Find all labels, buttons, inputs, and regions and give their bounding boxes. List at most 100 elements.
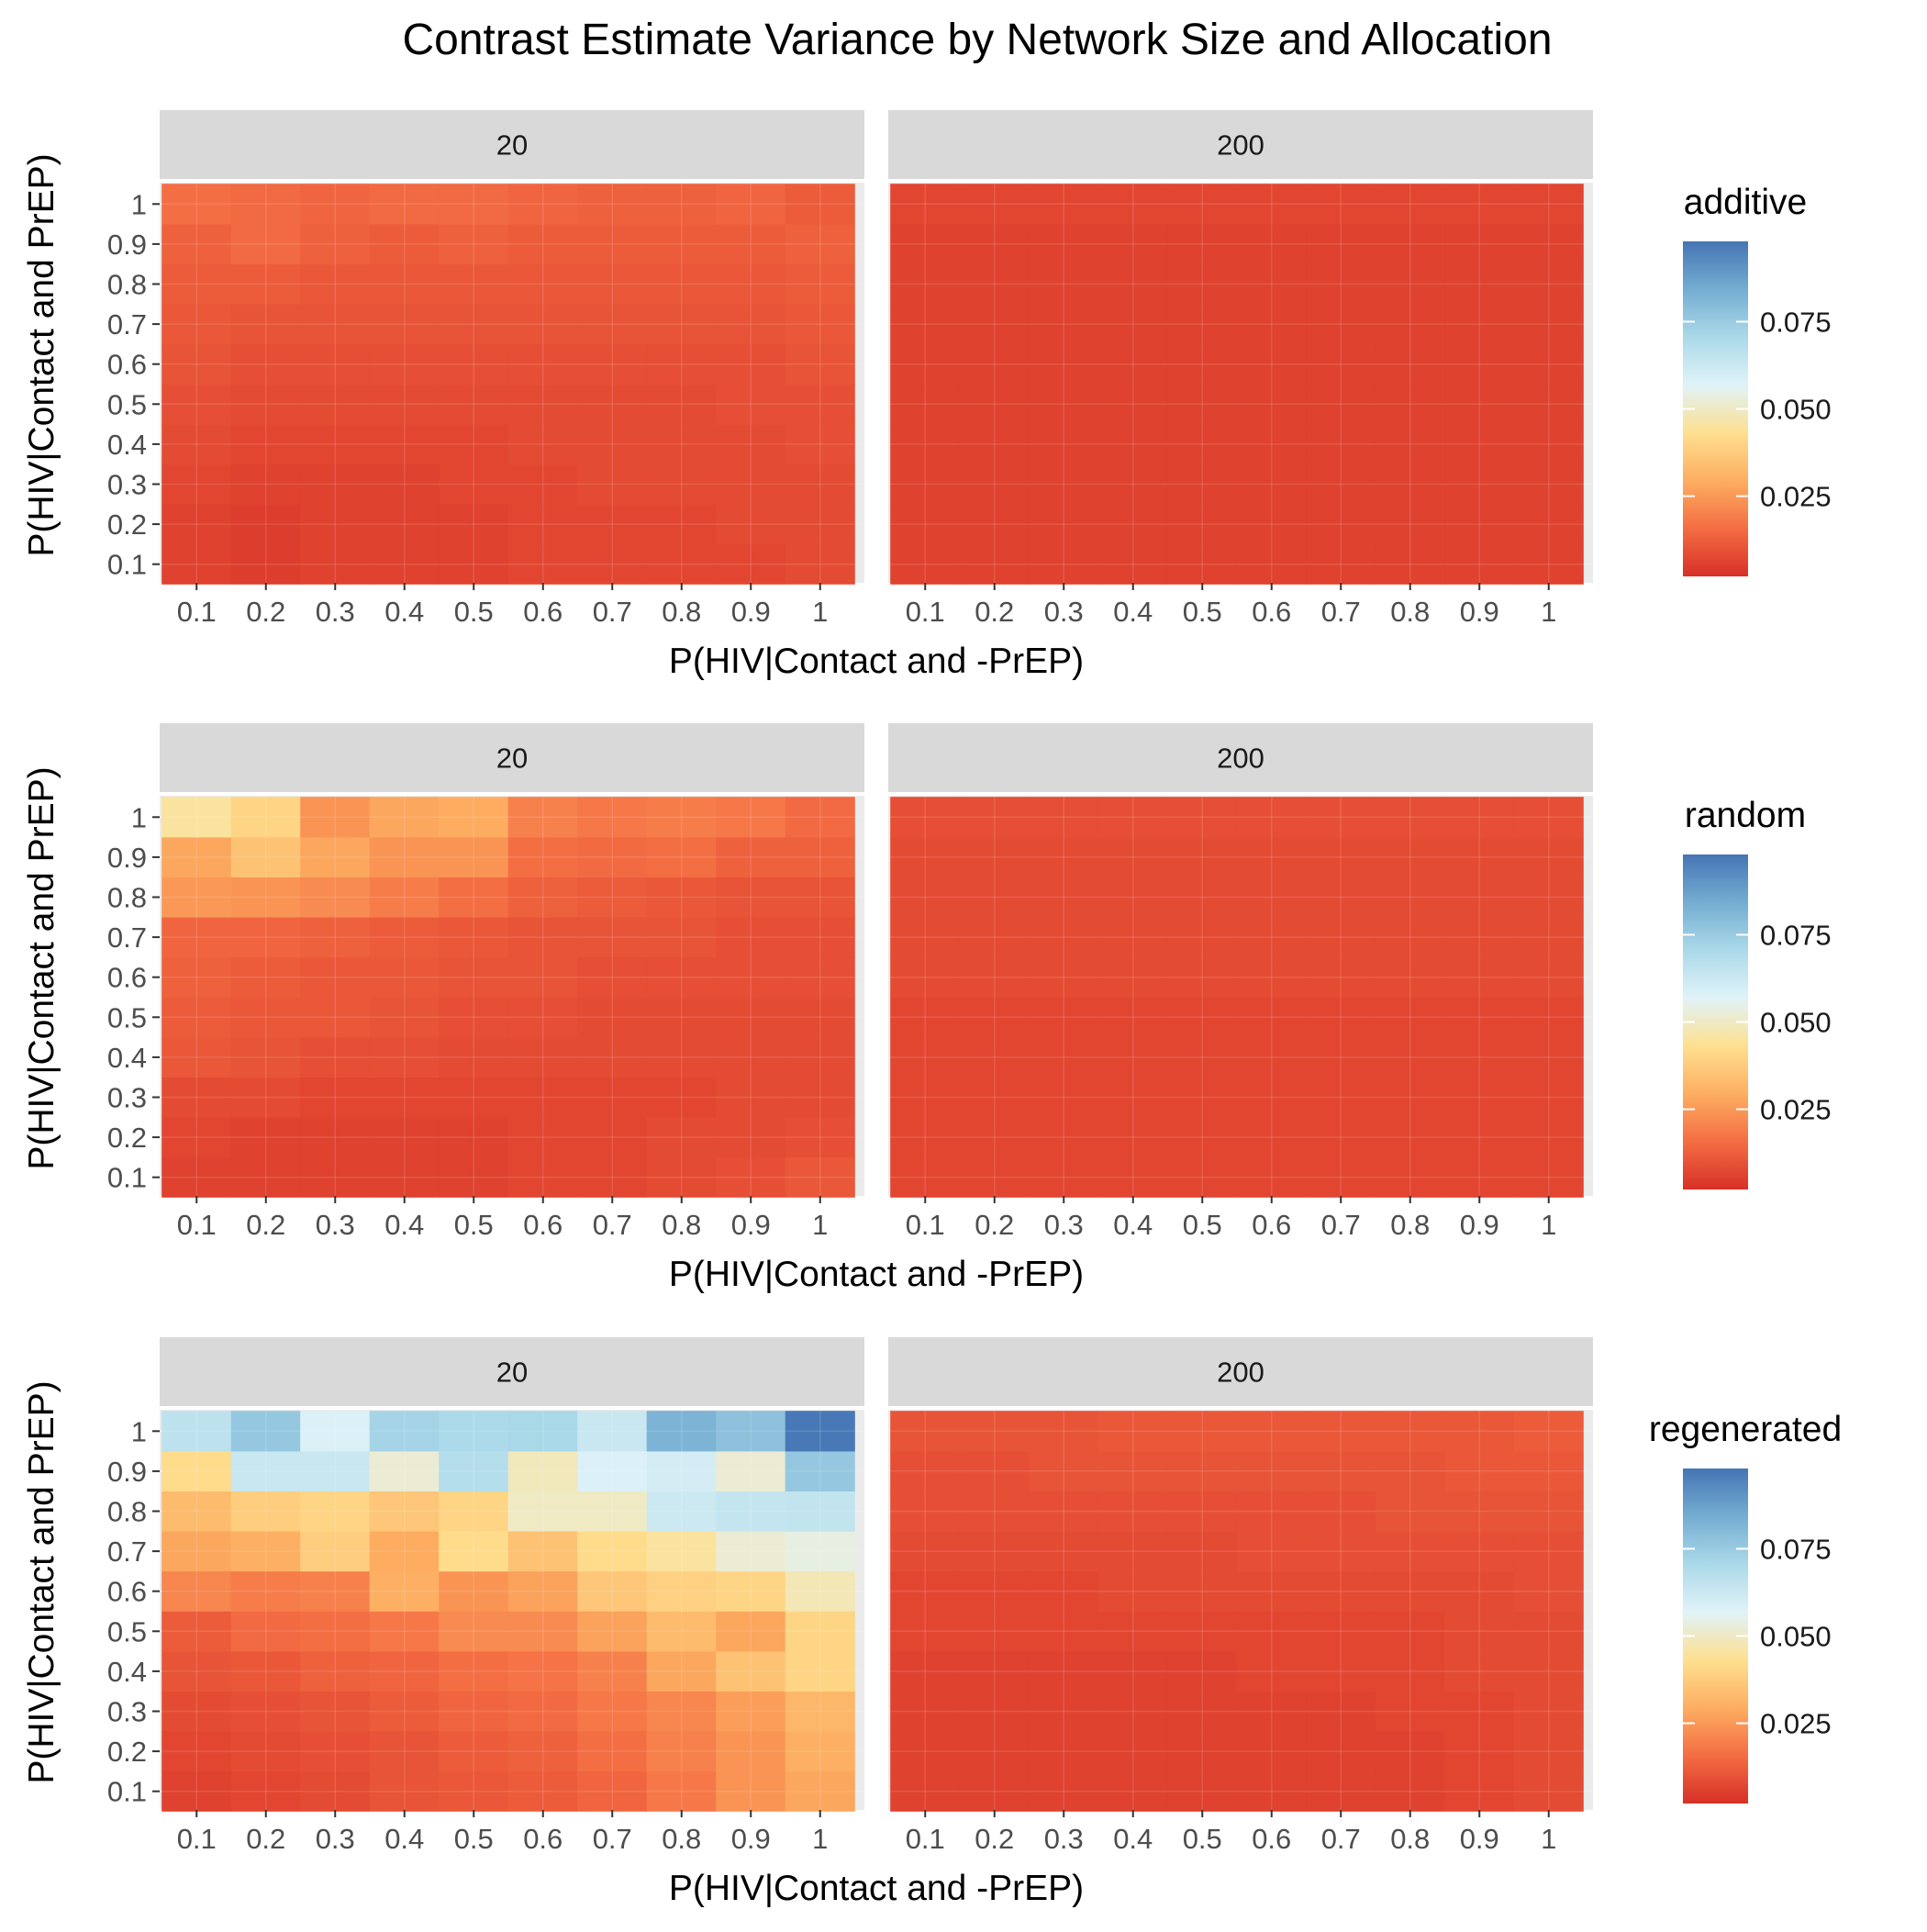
legend-tick-label: 0.025 [1760,1094,1832,1126]
chart-title: Contrast Estimate Variance by Network Si… [402,16,1552,64]
heatmap-cell [1513,1611,1584,1652]
legend-tick-label: 0.025 [1760,481,1832,513]
heatmap-cell [300,1650,371,1692]
heatmap-cell [507,1611,578,1652]
heatmap-cell [1513,1770,1584,1812]
panel-random-20: 200.1 0.2 0.3 0.4 0.5 0.6 0.7 0.8 0.9 10.10.20.30… [107,723,864,1241]
heatmap-cell [1513,384,1584,425]
heatmap-cell [959,543,1030,585]
heatmap-cell [1306,1691,1376,1732]
heatmap-cell [785,1770,855,1812]
heatmap-cell [1236,1036,1307,1078]
heatmap-cell [1167,956,1238,998]
heatmap-cell [507,303,578,345]
facet-strip-label: 200 [1217,129,1264,162]
x-tick-label: 0.8 [1390,1823,1430,1855]
heatmap-cell [230,1570,301,1612]
heatmap-cell [1236,1731,1307,1772]
heatmap-cell [646,384,717,425]
heatmap-cell [230,836,301,877]
heatmap-cell [439,1411,509,1452]
heatmap-cell [162,1117,232,1158]
heatmap-cell [1167,1650,1238,1692]
heatmap-cell [1097,463,1168,505]
heatmap-cell [1236,184,1307,225]
heatmap-cell [1513,997,1584,1038]
heatmap-cell [162,916,232,958]
heatmap-cell [162,997,232,1038]
x-tick-label: 0.2 [246,1823,285,1855]
heatmap-cell [1444,184,1515,225]
heatmap-cell [785,1531,855,1572]
heatmap-cell [1444,1570,1515,1612]
heatmap-cell [959,423,1030,465]
heatmap-cell [1029,1491,1099,1532]
facet-strip [160,110,864,179]
x-axis-title: P(HIV|Contact and -PrEP) [669,1869,1084,1908]
heatmap-cell [300,423,371,465]
heatmap-cell [890,1731,961,1772]
x-tick-label: 0.5 [1183,1209,1222,1241]
heatmap-cell [1375,1450,1445,1491]
heatmap-cell [785,223,855,265]
heatmap-cell [1236,303,1307,345]
heatmap-cell [1097,1731,1168,1772]
facet-strip-label: 200 [1217,1357,1264,1389]
y-tick-label: 0.4 [107,1656,147,1688]
heatmap-cell [1375,1691,1445,1732]
x-tick-label: 1 [1541,1823,1556,1855]
heatmap-cell [1375,1411,1445,1452]
heatmap-cell [785,343,855,385]
heatmap-cell [1236,1156,1307,1198]
heatmap-cell [890,503,961,545]
heatmap-cell [1513,463,1584,505]
heatmap-cell [162,1531,232,1572]
heatmap-cell [1444,463,1515,505]
heatmap-cell [959,503,1030,545]
heatmap-cell [785,503,855,545]
legend-title: random [1685,796,1806,835]
heatmap-cell [1167,1570,1238,1612]
heatmap-cell [369,1450,440,1491]
heatmap-cell [646,877,717,918]
heatmap-cell [890,797,961,838]
heatmap-cell [959,1077,1030,1118]
heatmap-cell [646,1731,717,1772]
heatmap-cell [646,503,717,545]
heatmap-cell [577,343,648,385]
heatmap-cell [1029,543,1099,585]
x-axis: 0.1 0.2 0.3 0.4 0.5 0.6 0.7 0.8 0.9 1 [177,1196,828,1241]
heatmap-cell [1513,1156,1584,1198]
heatmap-cell [1306,184,1376,225]
heatmap-cell [369,877,440,918]
heatmap-cell [1513,836,1584,877]
x-tick-label: 0.1 [177,1209,217,1241]
panel-grid [888,796,1593,1196]
heatmap-cell [785,1156,855,1198]
heatmap-cell [507,463,578,505]
heatmap-tiles [890,1411,1584,1812]
heatmap-cell [1306,916,1376,958]
heatmap-cell [439,1570,509,1612]
heatmap-cell [890,1770,961,1812]
heatmap-cell [577,1117,648,1158]
x-tick-label: 0.5 [1183,1823,1222,1855]
heatmap-cell [230,1156,301,1198]
x-tick-label: 0.7 [1321,1823,1361,1855]
heatmap-cell [646,1611,717,1652]
heatmap-cell [1097,384,1168,425]
heatmap-cell [1097,797,1168,838]
heatmap-cell [1097,1077,1168,1118]
heatmap-cell [162,423,232,465]
heatmap-cell [890,463,961,505]
heatmap-cell [1375,303,1445,345]
heatmap-cell [1444,1117,1515,1158]
heatmap-cell [959,1156,1030,1198]
heatmap-cell [439,1450,509,1491]
heatmap-cell [1029,1411,1099,1452]
heatmap-cell [890,184,961,225]
heatmap-cell [439,1611,509,1652]
heatmap-cell [785,797,855,838]
heatmap-cell [162,1770,232,1812]
heatmap-cell [785,1411,855,1452]
